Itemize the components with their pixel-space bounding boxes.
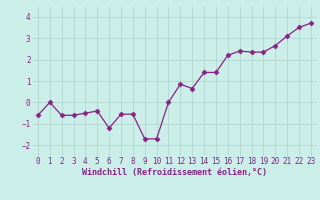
X-axis label: Windchill (Refroidissement éolien,°C): Windchill (Refroidissement éolien,°C) <box>82 168 267 177</box>
